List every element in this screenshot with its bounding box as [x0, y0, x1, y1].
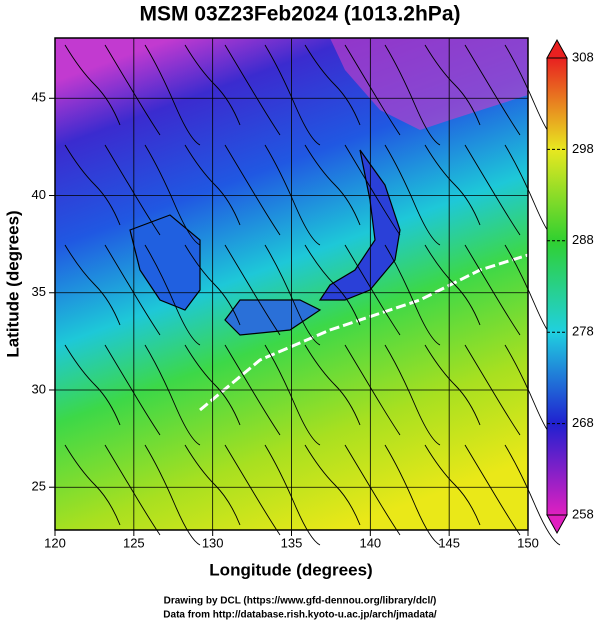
streamline: [464, 144, 521, 236]
streamline: [304, 344, 361, 426]
streamline: [184, 244, 241, 326]
streamline: [144, 344, 201, 446]
streamline: [384, 444, 441, 546]
cold-region: [330, 38, 528, 130]
land-japan: [318, 149, 401, 301]
credit: Data from http://database.rish.kyoto-u.a…: [163, 610, 437, 621]
streamline: [264, 244, 321, 346]
streamline: [264, 44, 321, 146]
streamline: [64, 444, 121, 526]
colorbar-tick-label: 298: [572, 141, 594, 156]
streamline: [344, 244, 401, 336]
x-tick-label: 150: [517, 535, 539, 550]
streamline: [464, 44, 521, 136]
streamline: [384, 244, 441, 346]
streamline: [64, 44, 121, 126]
streamlines: [64, 44, 561, 546]
streamline: [184, 444, 241, 526]
x-tick-label: 125: [123, 535, 145, 550]
colorbar-min-arrow: [546, 514, 568, 535]
title: MSM 03Z23Feb2024 (1013.2hPa): [140, 3, 461, 26]
streamline: [264, 344, 321, 446]
credit: Drawing by DCL (https://www.gfd-dennou.o…: [164, 596, 437, 607]
streamline: [224, 244, 281, 336]
streamline: [64, 244, 121, 326]
streamline: [384, 144, 441, 246]
streamline: [464, 344, 521, 436]
streamline: [424, 344, 481, 426]
streamline: [304, 44, 361, 126]
streamline: [384, 44, 441, 146]
streamline: [104, 44, 161, 136]
y-tick-label: 35: [32, 284, 46, 299]
streamline: [224, 44, 281, 136]
colorbar-tick-label: 288: [572, 232, 594, 247]
streamline: [184, 144, 241, 226]
y-tick-label: 45: [32, 90, 46, 105]
colorbar-tick-label: 268: [572, 415, 594, 430]
streamline: [224, 444, 281, 536]
streamline: [424, 244, 481, 326]
streamline: [144, 44, 201, 146]
x-tick-label: 145: [438, 535, 460, 550]
y-axis-label: Latitude (degrees): [3, 210, 22, 357]
streamline: [104, 444, 161, 536]
streamline: [344, 444, 401, 536]
colorbar-tick-label: 278: [572, 324, 594, 339]
streamline: [144, 244, 201, 346]
streamline: [224, 344, 281, 436]
contour: [199, 253, 529, 412]
streamline: [504, 444, 561, 546]
y-tick-label: 30: [32, 381, 46, 396]
y-tick-label: 25: [32, 479, 46, 494]
x-tick-label: 135: [281, 535, 303, 550]
x-tick-label: 120: [44, 535, 66, 550]
streamline: [424, 144, 481, 226]
streamline: [384, 344, 441, 446]
streamline: [104, 144, 161, 236]
streamline: [184, 44, 241, 126]
streamline: [304, 444, 361, 526]
streamline: [304, 144, 361, 226]
streamline: [264, 144, 321, 246]
colorbar-tick-label: 258: [572, 506, 594, 521]
colorbar: [546, 57, 568, 516]
streamline: [344, 44, 401, 136]
land-korea: [129, 214, 201, 311]
streamline: [144, 144, 201, 246]
y-tick-label: 40: [32, 187, 46, 202]
streamline: [184, 344, 241, 426]
x-tick-label: 130: [202, 535, 224, 550]
streamline: [64, 344, 121, 426]
streamline: [464, 444, 521, 536]
streamline: [264, 444, 321, 546]
streamline: [104, 344, 161, 436]
streamline: [304, 244, 361, 326]
streamline: [344, 144, 401, 236]
streamline: [64, 144, 121, 226]
streamline: [144, 444, 201, 546]
streamline: [424, 44, 481, 126]
streamline: [464, 244, 521, 336]
streamline: [104, 244, 161, 336]
x-tick-label: 140: [359, 535, 381, 550]
colorbar-max-arrow: [546, 38, 568, 59]
streamline: [224, 144, 281, 236]
x-axis-label: Longitude (degrees): [209, 560, 372, 579]
streamline: [424, 444, 481, 526]
streamline: [344, 344, 401, 436]
colorbar-tick-label: 308: [572, 49, 594, 64]
